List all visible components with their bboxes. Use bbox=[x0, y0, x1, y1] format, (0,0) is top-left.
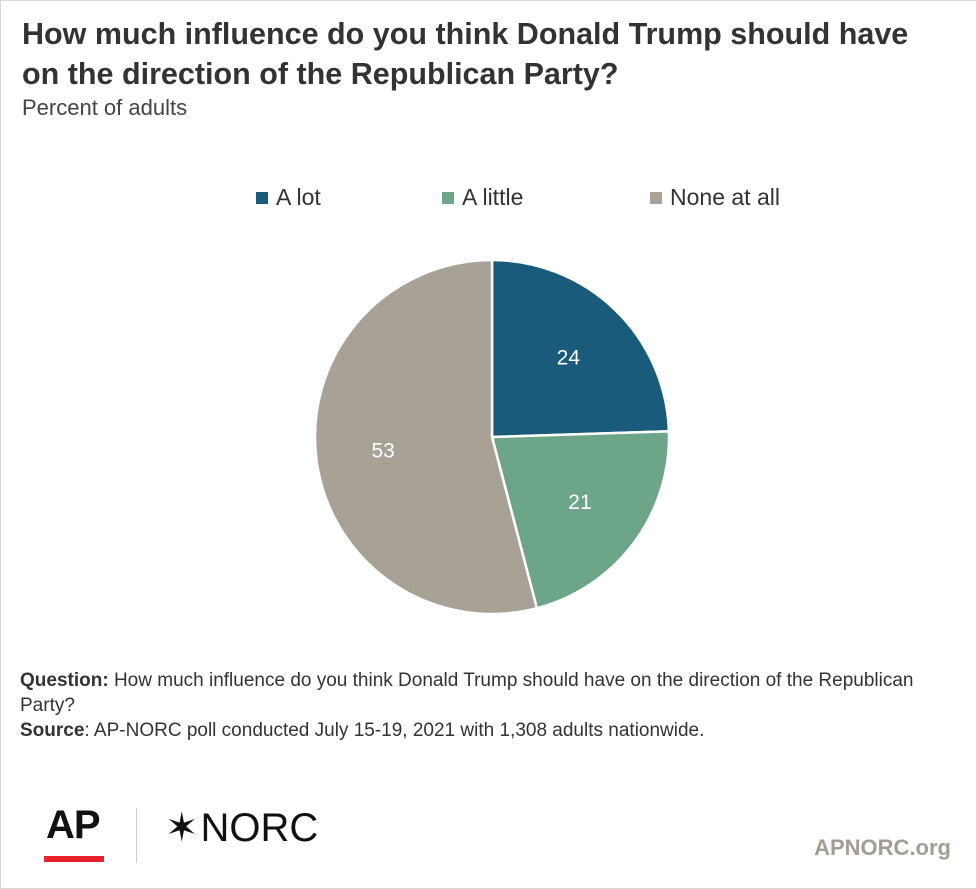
chart-title: How much influence do you think Donald T… bbox=[22, 17, 909, 91]
question-label: Question: bbox=[20, 670, 109, 691]
legend-item-a-lot[interactable]: A lot bbox=[256, 184, 321, 211]
question-note: Question: How much influence do you thin… bbox=[20, 668, 920, 718]
pie-slice-none-at-all[interactable] bbox=[313, 258, 539, 616]
chart-subtitle: Percent of adults bbox=[22, 95, 188, 120]
logo-divider bbox=[136, 808, 137, 863]
pie-slice-a-lot[interactable] bbox=[490, 258, 671, 439]
legend-item-none-at-all[interactable]: None at all bbox=[650, 184, 780, 211]
norc-logo: ✶ NORC bbox=[165, 805, 318, 851]
pie-slice-a-little[interactable] bbox=[490, 430, 671, 610]
apnorc-site-link[interactable]: APNORC.org bbox=[814, 835, 951, 860]
data-label-a-lot: 24 bbox=[557, 347, 581, 370]
ap-logo-accent-bar bbox=[44, 856, 104, 862]
norc-wordmark: NORC bbox=[200, 805, 319, 850]
source-text: : AP-NORC poll conducted July 15-19, 202… bbox=[84, 720, 705, 741]
legend-label-a-lot: A lot bbox=[276, 184, 321, 210]
legend-swatch-a-lot bbox=[256, 191, 268, 204]
legend-swatch-a-little bbox=[442, 191, 454, 204]
ap-logo: AP bbox=[46, 803, 101, 847]
question-text: How much influence do you think Donald T… bbox=[20, 670, 914, 716]
data-label-none-at-all: 53 bbox=[371, 440, 394, 463]
chart-notes: Question: How much influence do you thin… bbox=[20, 668, 920, 743]
source-note: Source: AP-NORC poll conducted July 15-1… bbox=[20, 718, 920, 743]
pie-chart: 24 21 53 bbox=[313, 258, 671, 616]
legend-item-a-little[interactable]: A little bbox=[442, 184, 523, 211]
legend-label-a-little: A little bbox=[462, 184, 524, 210]
data-label-a-little: 21 bbox=[568, 491, 591, 514]
legend-label-none-at-all: None at all bbox=[670, 184, 780, 210]
source-label: Source bbox=[20, 720, 85, 741]
norc-star-icon: ✶ bbox=[165, 806, 199, 850]
legend-swatch-none-at-all bbox=[650, 191, 662, 204]
legend: A lot A little None at all bbox=[0, 184, 977, 218]
